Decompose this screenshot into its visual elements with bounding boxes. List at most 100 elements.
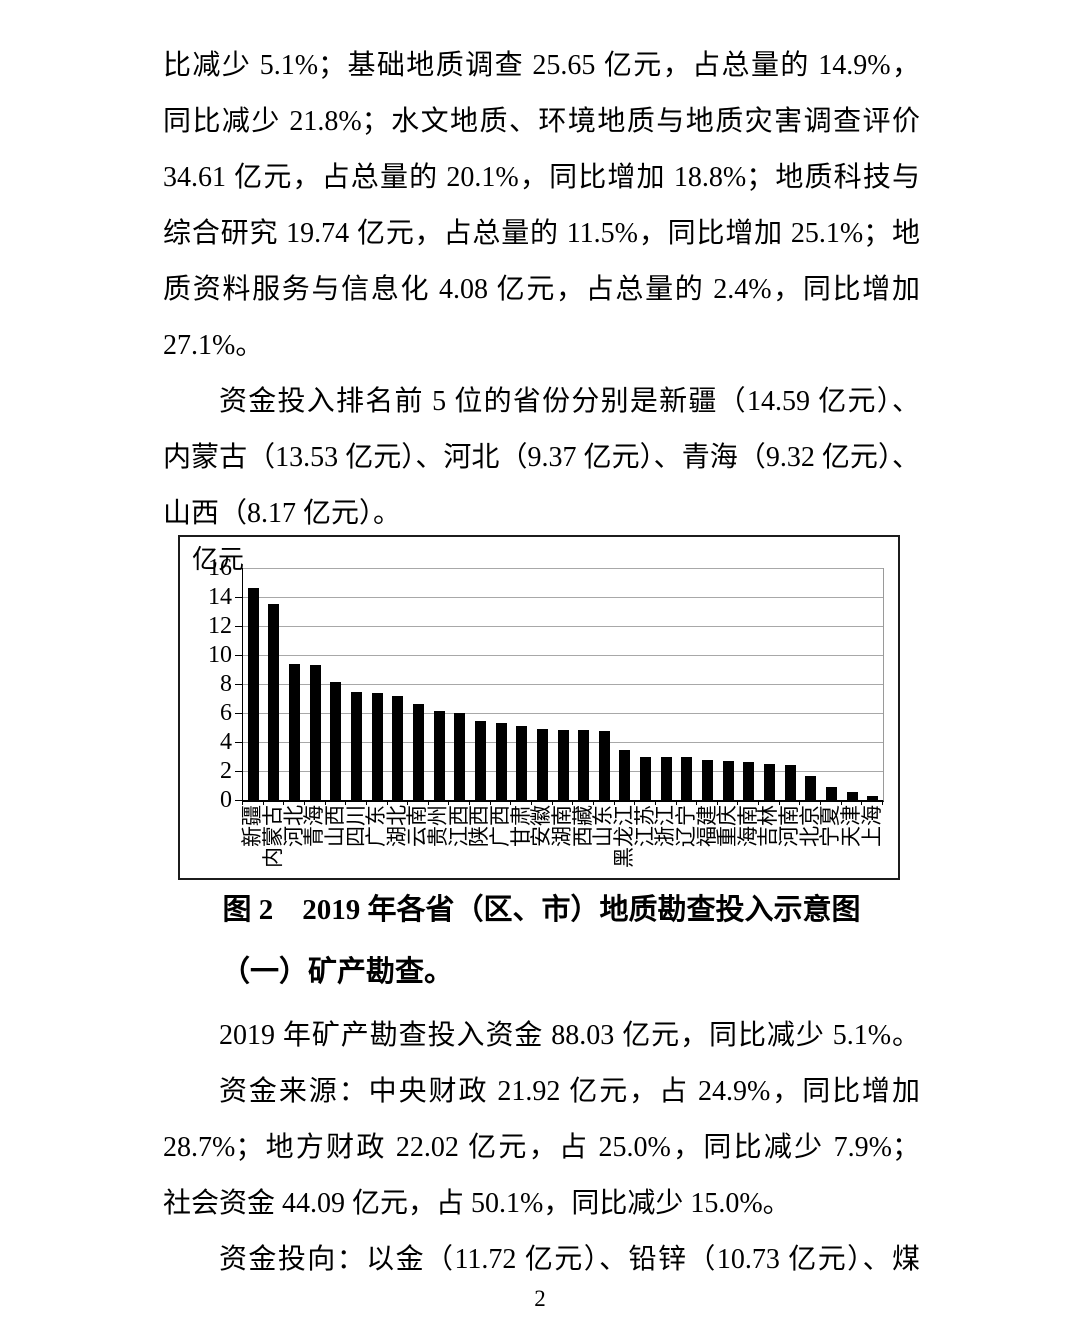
- body-text-line: 社会资金 44.09 亿元，占 50.1%，同比减少 15.0%。: [163, 1188, 791, 1219]
- x-axis-tick: [778, 800, 780, 805]
- body-text-line: 28.7%；地方财政 22.02 亿元，占 25.0%，同比减少 7.9%；: [163, 1132, 920, 1163]
- x-axis-label: 贵州: [426, 805, 451, 847]
- y-axis-tick: [235, 771, 242, 772]
- chart-bar: [351, 692, 363, 800]
- gridline: [243, 626, 883, 627]
- y-axis-tick-label: 10: [208, 642, 232, 668]
- chart-bar: [578, 730, 590, 800]
- x-axis-tick: [324, 800, 326, 805]
- body-text-line: 同比减少 21.8%；水文地质、环境地质与地质灾害调查评价: [163, 106, 920, 137]
- chart-bar: [660, 757, 672, 800]
- x-axis-tick: [613, 800, 615, 805]
- figure-caption: 图 2 2019 年各省（区、市）地质勘查投入示意图: [222, 894, 861, 926]
- x-axis-tick: [675, 800, 677, 805]
- x-axis-label: 浙江: [653, 805, 678, 847]
- chart-bar: [289, 664, 301, 800]
- x-axis-tick: [696, 800, 698, 805]
- chart-bar: [371, 693, 383, 800]
- chart-bar: [557, 730, 569, 800]
- x-axis-tick: [345, 800, 347, 805]
- x-axis-label: 山东: [591, 805, 616, 847]
- y-axis-tick-label: 4: [220, 729, 232, 755]
- x-axis-tick: [758, 800, 760, 805]
- y-axis-tick-label: 12: [208, 613, 232, 639]
- chart-bar: [536, 729, 548, 800]
- x-axis-tick: [654, 800, 656, 805]
- chart-bar: [681, 757, 693, 800]
- chart-bar: [598, 731, 610, 800]
- x-axis-tick: [365, 800, 367, 805]
- y-axis-tick: [235, 742, 242, 743]
- x-axis-tick: [469, 800, 471, 805]
- x-axis-tick: [799, 800, 801, 805]
- chart-bar: [763, 763, 775, 800]
- chart-bar: [474, 720, 486, 800]
- body-text-line: 综合研究 19.74 亿元，占总量的 11.5%，同比增加 25.1%；地: [163, 218, 920, 249]
- x-axis-label: 山西: [322, 805, 347, 847]
- body-text-line: 资金投入排名前 5 位的省份分别是新疆（14.59 亿元）、: [219, 386, 920, 417]
- x-axis-tick: [448, 800, 450, 805]
- x-axis-tick: [510, 800, 512, 805]
- x-axis-label: 广西: [488, 805, 513, 847]
- gridline: [243, 684, 883, 685]
- y-axis-tick: [235, 626, 242, 627]
- x-axis-tick: [242, 800, 243, 805]
- body-text-line: 资金投向：以金（11.72 亿元）、铅锌（10.73 亿元）、煤: [219, 1244, 920, 1275]
- x-axis-label: 黑龙江: [611, 805, 636, 868]
- x-axis-tick: [427, 800, 429, 805]
- plot-area: [242, 568, 884, 802]
- bar-chart: 亿元 0 2 4 6 8 10 12 14 16 新疆 内蒙古 河北 青海 山西 四川 广东 湖北 云南 贵州 江西陕…: [178, 535, 900, 880]
- x-axis-label: 新疆: [240, 805, 265, 847]
- y-axis-tick: [235, 684, 242, 685]
- x-axis-tick: [262, 800, 264, 805]
- chart-bar: [433, 710, 445, 800]
- y-axis-tick-label: 2: [220, 758, 232, 784]
- x-axis-tick: [551, 800, 553, 805]
- y-axis-unit-label: 亿元: [192, 545, 245, 574]
- chart-bar: [743, 762, 755, 800]
- x-axis-tick: [820, 800, 822, 805]
- x-axis-tick: [531, 800, 533, 805]
- body-text-line: 比减少 5.1%；基础地质调查 25.65 亿元，占总量的 14.9%，: [163, 50, 920, 81]
- chart-bar: [784, 765, 796, 800]
- body-text-line: 质资料服务与信息化 4.08 亿元，占总量的 2.4%，同比增加: [163, 274, 920, 305]
- y-axis-tick-label: 16: [208, 555, 232, 581]
- chart-bar: [867, 795, 879, 800]
- x-axis-tick: [283, 800, 285, 805]
- gridline: [243, 655, 883, 656]
- section-heading: （一）矿产勘查。: [221, 956, 454, 988]
- chart-bar: [392, 695, 404, 800]
- x-axis-tick: [592, 800, 594, 805]
- body-text-line: 27.1%。: [163, 330, 264, 361]
- chart-bar: [516, 726, 528, 800]
- page-number: 2: [534, 1286, 546, 1311]
- body-paragraphs-top: 比减少 5.1%；基础地质调查 25.65 亿元，占总量的 14.9%， 同比减…: [163, 38, 920, 542]
- chart-bar: [412, 703, 424, 800]
- chart-bar: [454, 712, 466, 800]
- body-text-line: 内蒙古（13.53 亿元）、河北（9.37 亿元）、青海（9.32 亿元）、: [163, 442, 920, 473]
- chart-bar: [495, 723, 507, 800]
- x-axis-tick: [386, 800, 388, 805]
- body-text-line: 山西（8.17 亿元）。: [163, 498, 402, 529]
- chart-bar: [702, 759, 714, 800]
- body-text-line: 34.61 亿元，占总量的 20.1%，同比增加 18.8%；地质科技与: [163, 162, 920, 193]
- body-text-line: 资金来源：中央财政 21.92 亿元，占 24.9%，同比增加: [219, 1076, 920, 1107]
- x-axis-label: 重庆: [715, 805, 740, 847]
- gridline: [243, 597, 883, 598]
- y-axis-tick: [235, 713, 242, 714]
- y-axis-tick-label: 14: [208, 584, 232, 610]
- x-axis-tick: [489, 800, 491, 805]
- chart-bar: [309, 664, 321, 800]
- y-axis-tick: [235, 800, 242, 801]
- x-axis-tick: [303, 800, 305, 805]
- x-axis-label: 广东: [364, 805, 389, 847]
- chart-bar: [722, 761, 734, 800]
- y-axis-tick-label: 6: [220, 700, 232, 726]
- chart-bar: [247, 588, 259, 800]
- y-axis-tick: [235, 655, 242, 656]
- y-axis-tick-label: 8: [220, 671, 232, 697]
- x-axis-label: 辽宁: [673, 805, 698, 847]
- chart-bar: [825, 786, 837, 800]
- chart-bar: [268, 603, 280, 800]
- y-axis-tick-label: 0: [220, 787, 232, 813]
